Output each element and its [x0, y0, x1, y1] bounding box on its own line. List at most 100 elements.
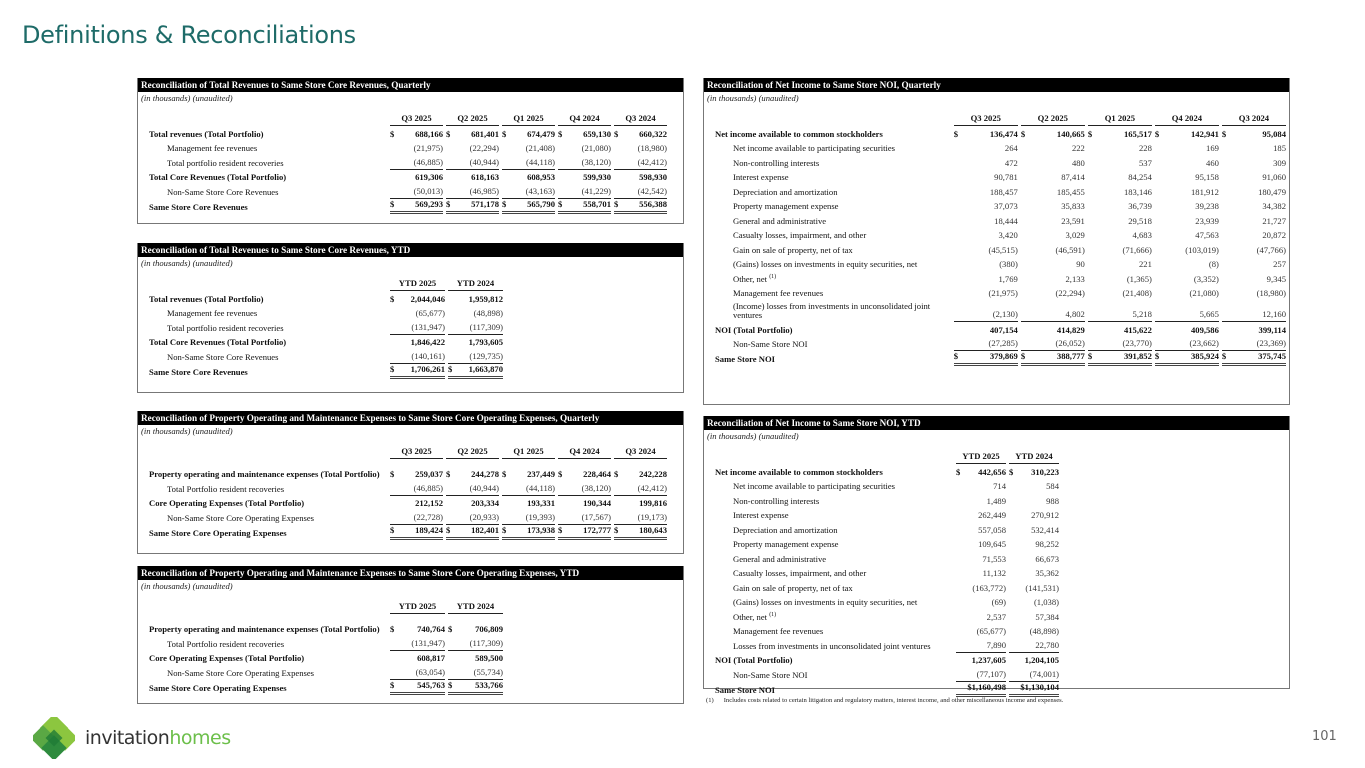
logo-text-invitation: invitation — [85, 727, 170, 749]
cell-value: 714 — [993, 481, 1006, 491]
row-label: Management fee revenues — [713, 286, 951, 301]
cell-value: 262,449 — [978, 510, 1006, 520]
cell-value: (44,118) — [502, 155, 555, 170]
cell-value: (18,980) — [637, 143, 667, 153]
cell-value: 37,073 — [994, 201, 1018, 211]
cell-value: 66,673 — [1035, 553, 1059, 564]
row-label-text: Non-Same Store Core Operating Expenses — [167, 667, 315, 678]
cell-value: (46,885) — [390, 155, 443, 170]
cell-value: 7,890 — [956, 638, 1006, 653]
cell-value: (8) — [1208, 259, 1219, 269]
cell-value: 608,953 — [527, 172, 555, 182]
row-label-text: Non-Same Store Core Revenues — [167, 186, 279, 197]
cell-value: (45,515) — [988, 244, 1018, 255]
row-label: Non-Same Store Core Operating Expenses — [147, 510, 387, 525]
cell-value: $ 142,941 — [1154, 128, 1219, 139]
row-label: Casualty losses, impairment, and other — [713, 228, 951, 243]
logo-text-homes: homes — [169, 727, 231, 749]
cell-value: 1,204,105 — [1024, 655, 1059, 665]
row-label-text: Same Store Core Operating Expenses — [149, 682, 287, 693]
row-label-text: Non-controlling interests — [733, 157, 820, 168]
cell-value: 415,622 — [1123, 324, 1152, 335]
row-label: Casualty losses, impairment, and other — [713, 566, 953, 581]
row-label-text: (Gains) losses on investments in equity … — [733, 597, 918, 607]
cell-value: 1,769 — [998, 273, 1018, 284]
table-row: Net income available to common stockhold… — [713, 126, 1286, 141]
table-header-row: Q3 2025 Q2 2025 Q1 2025 Q4 2024 Q3 2024 — [147, 104, 667, 126]
table-row: Total portfolio resident recoveries (131,… — [147, 320, 503, 335]
logo-mark-icon — [33, 717, 75, 759]
cell-value: (380) — [999, 259, 1018, 269]
cell-value: (23,369) — [1221, 337, 1286, 351]
cell-value: (19,173) — [614, 510, 667, 525]
row-label: Losses from investments in unconsolidate… — [713, 638, 953, 653]
cell-value: 608,817 — [417, 653, 445, 663]
reconciliation-table: Q3 2025 Q2 2025 Q1 2025 Q4 2024 Q3 2024 Net i… — [710, 104, 1289, 366]
cell-value: 1,793,605 — [468, 337, 503, 347]
cell-value: 5,218 — [1087, 300, 1152, 322]
table-row: Total revenues (Total Portfolio) $ 2,044,… — [147, 291, 503, 306]
panel-title: Reconciliation of Net Income to Same Sto… — [704, 416, 1289, 430]
cell-value: 599,930 — [583, 172, 611, 182]
cell-value: 228 — [1138, 143, 1152, 153]
row-label: Total Portfolio resident recoveries — [147, 481, 387, 496]
row-label-text: Same Store Core Operating Expenses — [149, 527, 287, 538]
cell-value: (21,975) — [413, 143, 443, 153]
cell-value: 29,518 — [1128, 215, 1152, 226]
cell-value: 9,345 — [1266, 273, 1286, 284]
page-number: 101 — [1312, 729, 1337, 744]
row-label-text: Interest expense — [733, 172, 789, 182]
cell-value: 203,334 — [471, 498, 499, 508]
cell-value: 3,029 — [1065, 230, 1085, 240]
cell-value: (41,229) — [558, 184, 611, 199]
row-label: Depreciation and amortization — [713, 184, 951, 199]
cell-value: (77,107) — [956, 667, 1006, 682]
table-row: Net income available to participating se… — [713, 479, 1059, 494]
cell-value: 557,058 — [978, 524, 1006, 535]
cell-value: 21,727 — [1262, 215, 1286, 226]
cell-value: 3,420 — [998, 230, 1018, 240]
cell-value: (19,393) — [502, 510, 555, 525]
table-header-row: YTD 2025 YTD 2024 — [147, 269, 503, 291]
cell-value: (117,309) — [448, 636, 503, 651]
row-label-text: NOI (Total Portfolio) — [715, 655, 793, 665]
table-row: Same Store Core Operating Expenses $ 545,… — [147, 680, 503, 695]
cell-value: $ 172,777 — [558, 525, 611, 540]
row-label-text: Non-Same Store Core Revenues — [167, 351, 279, 362]
cell-value: 619,306 — [415, 172, 443, 182]
column-header: Q2 2025 — [446, 104, 499, 126]
row-label-text: Total Portfolio resident recoveries — [167, 483, 285, 494]
cell-value: 2,133 — [1065, 273, 1085, 284]
row-label-text: Gain on sale of property, net of tax — [733, 244, 853, 255]
cell-value: $ 688,166 — [390, 128, 443, 139]
cell-value: 90 — [1076, 259, 1085, 269]
cell-value: (22,294) — [469, 143, 499, 153]
cell-value: $ 385,924 — [1154, 351, 1219, 366]
cell-value: 532,414 — [1031, 524, 1059, 535]
cell-value: $ 242,228 — [614, 469, 667, 479]
cell-value: 23,591 — [1061, 215, 1085, 226]
cell-value: 169 — [1206, 143, 1219, 153]
cell-value: 91,060 — [1262, 172, 1286, 182]
row-label: Property operating and maintenance expen… — [147, 459, 387, 481]
cell-value: $ 182,401 — [446, 525, 499, 540]
row-label-text: Total Core Revenues (Total Portfolio) — [149, 172, 287, 182]
row-label: Management fee revenues — [147, 306, 387, 321]
panel-subtitle: (in thousands) (unaudited) — [141, 93, 233, 103]
cell-value: 34,382 — [1262, 201, 1286, 211]
cell-value: 22,780 — [1009, 638, 1059, 653]
row-label: Total portfolio resident recoveries — [147, 320, 387, 335]
cell-value: 309 — [1273, 157, 1286, 168]
column-header: Q4 2024 — [1154, 104, 1219, 126]
cell-value: (1,365) — [1126, 273, 1152, 284]
cell-value: 84,254 — [1128, 172, 1152, 182]
table-row: Non-Same Store NOI (27,285) (26,052) (23,77… — [713, 337, 1286, 351]
cell-value: (40,944) — [446, 155, 499, 170]
cell-value: 87,414 — [1061, 172, 1085, 182]
row-label-text: Total Core Revenues (Total Portfolio) — [149, 337, 287, 347]
cell-value: (42,542) — [614, 184, 667, 199]
cell-value: (141,531) — [1025, 582, 1059, 593]
cell-value: $ 228,464 — [558, 469, 611, 479]
column-header: Q1 2025 — [1087, 104, 1152, 126]
row-label-text: General and administrative — [733, 215, 827, 226]
